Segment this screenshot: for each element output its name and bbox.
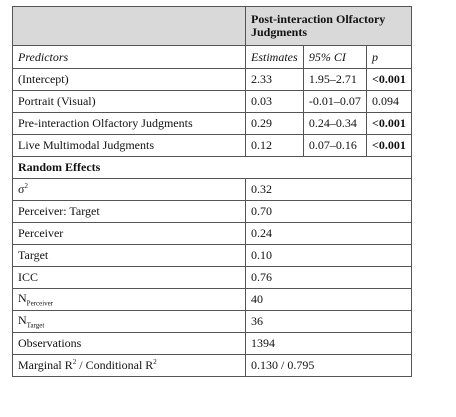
random-effect-row: Perceiver 0.24 (12, 222, 412, 245)
empty-cell (12, 6, 246, 46)
section-title: Random Effects (12, 156, 412, 179)
cell-value: 0.094 (366, 90, 412, 113)
predictor-name: Pre-interaction Olfactory Judgments (12, 112, 246, 135)
column-header: 95% CI (302, 45, 368, 69)
random-effect-row: NTarget 36 (12, 310, 412, 333)
predictor-name: Portrait (Visual) (12, 90, 246, 113)
label-text: Target (18, 248, 49, 262)
label-superscript: 2 (24, 182, 28, 190)
label-text: ICC (18, 270, 39, 284)
label-superscript: 2 (153, 358, 157, 366)
label-text: / Conditional R (76, 358, 154, 372)
label-text: Observations (18, 336, 82, 350)
effect-label: Perceiver: Target (12, 200, 246, 223)
effect-label: Observations (12, 332, 246, 355)
effect-label: NTarget (12, 310, 246, 333)
section-row: Random Effects (12, 156, 412, 179)
label-superscript: 2 (72, 358, 77, 366)
random-effect-row: NPerceiver 40 (12, 288, 412, 311)
cell-value: 1.95–2.71 (302, 68, 368, 91)
label-text: Marginal R (18, 358, 73, 372)
results-table: Post-interaction Olfactory Judgments Pre… (12, 6, 412, 377)
predictor-row: (Intercept) 2.33 1.95–2.71 <0.001 (12, 68, 412, 91)
label-text: σ (18, 182, 25, 196)
effect-value: 40 (245, 288, 412, 311)
effect-value: 0.70 (245, 200, 412, 223)
cell-value: 0.07–0.16 (302, 134, 368, 157)
column-header: Estimates (245, 45, 304, 69)
cell-value: -0.01–0.07 (302, 90, 368, 113)
effect-value: 0.24 (245, 222, 412, 245)
cell-value: <0.001 (366, 68, 412, 91)
label-text: Perceiver (18, 226, 64, 240)
cell-value: <0.001 (366, 134, 412, 157)
random-effect-row: Perceiver: Target 0.70 (12, 200, 412, 223)
effect-value: 0.76 (245, 266, 412, 289)
predictor-row: Pre-interaction Olfactory Judgments 0.29 0… (12, 112, 412, 135)
predictor-row: Live Multimodal Judgments 0.12 0.07–0.16 <0… (12, 134, 412, 157)
predictor-row: Portrait (Visual) 0.03 -0.01–0.07 0.094 (12, 90, 412, 113)
effect-value: 1394 (245, 332, 412, 355)
label-text: Perceiver: Target (18, 204, 100, 218)
label-subscript: Target (26, 321, 45, 330)
effect-label: Target (12, 244, 246, 267)
cell-value: <0.001 (366, 112, 412, 135)
effect-value: 0.32 (245, 178, 412, 201)
predictor-name: Live Multimodal Judgments (12, 134, 246, 157)
cell-value: 0.03 (245, 90, 304, 113)
label-text: N (18, 291, 27, 306)
label-text: N (18, 313, 27, 328)
label-subscript: Perceiver (26, 299, 54, 308)
random-effect-row: ICC 0.76 (12, 266, 412, 289)
effect-label: σ2 (12, 178, 246, 201)
effect-value: 0.130 / 0.795 (245, 354, 412, 377)
header-title: Post-interaction Olfactory Judgments (245, 6, 412, 46)
cell-value: 0.12 (245, 134, 304, 157)
header-row: Post-interaction Olfactory Judgments (12, 6, 412, 46)
effect-value: 0.10 (245, 244, 412, 267)
random-effect-row: σ2 0.32 (12, 178, 412, 201)
table-body: Post-interaction Olfactory Judgments Pre… (12, 6, 412, 377)
predictor-name: (Intercept) (12, 68, 246, 91)
effect-label: Marginal R2 / Conditional R2 (12, 354, 246, 377)
effect-label: Perceiver (12, 222, 246, 245)
random-effect-row: Marginal R2 / Conditional R2 0.130 / 0.79… (12, 354, 412, 377)
column-header-row: Predictors Estimates 95% CI p (12, 45, 412, 69)
effect-value: 36 (245, 310, 412, 333)
random-effect-row: Observations 1394 (12, 332, 412, 355)
column-header: p (366, 45, 412, 69)
effect-label: NPerceiver (12, 288, 246, 311)
cell-value: 2.33 (245, 68, 304, 91)
column-header: Predictors (12, 45, 246, 69)
cell-value: 0.29 (245, 112, 304, 135)
random-effect-row: Target 0.10 (12, 244, 412, 267)
cell-value: 0.24–0.34 (302, 112, 368, 135)
effect-label: ICC (12, 266, 246, 289)
